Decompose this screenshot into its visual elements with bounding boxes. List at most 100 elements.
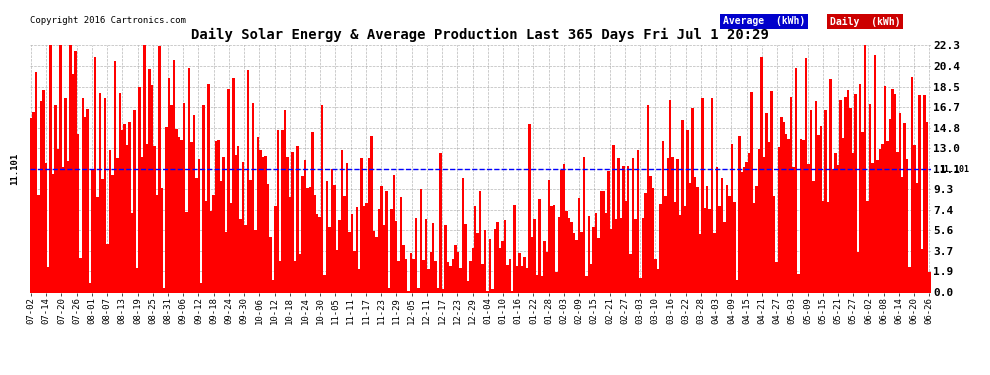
Bar [891, 89, 894, 292]
Bar [563, 164, 565, 292]
Text: Daily  (kWh): Daily (kWh) [830, 16, 900, 27]
Bar [402, 245, 405, 292]
Bar [694, 177, 696, 292]
Bar [743, 167, 745, 292]
Bar [805, 58, 807, 292]
Bar [348, 232, 350, 292]
Bar [800, 139, 802, 292]
Bar [76, 134, 79, 292]
Bar [193, 116, 195, 292]
Bar [405, 259, 407, 292]
Bar [261, 157, 264, 292]
Bar [89, 283, 91, 292]
Bar [50, 45, 51, 292]
Bar [755, 186, 757, 292]
Bar [242, 162, 245, 292]
Bar [232, 78, 235, 292]
Bar [440, 153, 442, 292]
Bar [410, 253, 412, 292]
Bar [124, 123, 126, 292]
Bar [911, 77, 914, 292]
Bar [358, 269, 360, 292]
Bar [646, 105, 649, 292]
Bar [334, 185, 336, 292]
Bar [775, 261, 777, 292]
Bar [464, 224, 466, 292]
Bar [731, 144, 734, 292]
Bar [812, 181, 815, 292]
Bar [469, 261, 471, 292]
Bar [40, 101, 42, 292]
Bar [74, 51, 76, 292]
Bar [506, 265, 509, 292]
Bar [615, 219, 617, 292]
Bar [770, 90, 772, 292]
Bar [306, 189, 309, 292]
Bar [709, 209, 711, 292]
Bar [491, 289, 494, 292]
Bar [230, 203, 232, 292]
Bar [696, 187, 699, 292]
Bar [859, 84, 861, 292]
Bar [141, 158, 144, 292]
Bar [274, 206, 276, 292]
Bar [575, 240, 577, 292]
Bar [254, 230, 256, 292]
Bar [524, 257, 526, 292]
Bar [656, 269, 659, 292]
Bar [271, 280, 274, 292]
Bar [620, 218, 622, 292]
Bar [324, 275, 326, 292]
Bar [704, 209, 706, 292]
Bar [203, 105, 205, 292]
Bar [111, 175, 114, 292]
Bar [679, 215, 681, 292]
Bar [388, 288, 390, 292]
Bar [871, 164, 874, 292]
Bar [489, 238, 491, 292]
Bar [832, 169, 835, 292]
Bar [42, 90, 45, 292]
Bar [721, 178, 724, 292]
Bar [782, 122, 785, 292]
Bar [227, 89, 230, 292]
Text: 11.101: 11.101 [10, 153, 19, 185]
Bar [494, 230, 496, 292]
Bar [625, 201, 627, 292]
Bar [266, 184, 269, 292]
Bar [548, 180, 550, 292]
Bar [397, 261, 400, 292]
Bar [247, 70, 249, 292]
Bar [605, 213, 607, 292]
Bar [726, 184, 729, 292]
Bar [531, 237, 534, 292]
Bar [924, 96, 926, 292]
Bar [612, 145, 615, 292]
Bar [51, 174, 54, 292]
Bar [496, 222, 499, 292]
Bar [291, 152, 294, 292]
Bar [314, 195, 316, 292]
Bar [392, 174, 395, 292]
Bar [185, 212, 188, 292]
Bar [795, 68, 797, 292]
Bar [869, 104, 871, 292]
Bar [642, 217, 644, 292]
Bar [851, 153, 854, 292]
Bar [849, 108, 851, 292]
Bar [430, 252, 432, 292]
Bar [724, 222, 726, 292]
Bar [355, 207, 358, 292]
Bar [676, 159, 679, 292]
Bar [669, 100, 671, 292]
Bar [54, 105, 56, 292]
Bar [139, 87, 141, 292]
Bar [264, 156, 266, 292]
Bar [504, 220, 506, 292]
Bar [894, 94, 896, 292]
Bar [741, 172, 743, 292]
Bar [635, 219, 637, 292]
Bar [45, 163, 47, 292]
Bar [716, 167, 719, 292]
Bar [659, 204, 661, 292]
